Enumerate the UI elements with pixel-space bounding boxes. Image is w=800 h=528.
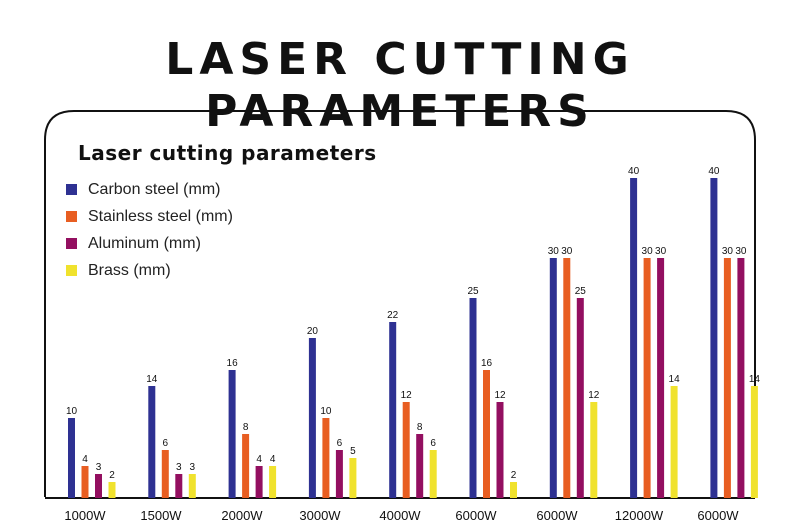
category-label: 1500W — [140, 508, 182, 523]
bar — [349, 458, 357, 498]
data-label: 30 — [561, 246, 573, 257]
data-label: 16 — [481, 358, 493, 369]
legend-label: Stainless steel (mm) — [88, 207, 233, 225]
data-label: 6 — [430, 438, 436, 449]
data-label: 12 — [588, 390, 600, 401]
data-label: 8 — [417, 422, 423, 433]
legend: Carbon steel (mm) Stainless steel (mm) A… — [66, 176, 233, 284]
data-label: 12 — [494, 390, 506, 401]
legend-label: Aluminum (mm) — [88, 234, 201, 252]
legend-swatch — [66, 238, 77, 249]
bar — [549, 258, 557, 498]
data-label: 3 — [96, 462, 102, 473]
data-label: 40 — [708, 166, 720, 177]
data-label: 14 — [749, 374, 761, 385]
bar — [710, 178, 718, 498]
bar — [643, 258, 651, 498]
bar — [335, 450, 343, 498]
data-label: 30 — [722, 246, 734, 257]
data-label: 14 — [669, 374, 681, 385]
bar — [108, 482, 116, 498]
data-label: 3 — [190, 462, 196, 473]
legend-item-aluminum: Aluminum (mm) — [66, 230, 233, 257]
legend-swatch — [66, 265, 77, 276]
data-label: 4 — [82, 454, 88, 465]
data-label: 6 — [337, 438, 343, 449]
legend-swatch — [66, 184, 77, 195]
category-label: 6000W — [536, 508, 578, 523]
category-label: 1000W — [64, 508, 106, 523]
bar — [402, 402, 410, 498]
bar — [429, 450, 437, 498]
bar — [496, 402, 504, 498]
category-label: 4000W — [379, 508, 421, 523]
bar — [630, 178, 638, 498]
legend-item-carbon-steel: Carbon steel (mm) — [66, 176, 233, 203]
bar — [95, 474, 102, 498]
data-label: 20 — [307, 326, 319, 337]
bar — [228, 370, 236, 498]
data-label: 2 — [109, 470, 115, 481]
legend-label: Carbon steel (mm) — [88, 180, 221, 198]
legend-swatch — [66, 211, 77, 222]
data-label: 8 — [243, 422, 249, 433]
bar — [510, 482, 517, 498]
data-label: 25 — [575, 286, 587, 297]
bar — [161, 450, 169, 498]
bar — [68, 418, 75, 498]
legend-item-brass: Brass (mm) — [66, 257, 233, 284]
legend-label: Brass (mm) — [88, 261, 171, 279]
bar — [590, 402, 598, 498]
bar — [308, 338, 316, 498]
bar — [188, 474, 196, 498]
category-label: 6000W — [455, 508, 497, 523]
data-label: 10 — [320, 406, 332, 417]
bar — [81, 466, 89, 498]
data-label: 30 — [735, 246, 747, 257]
data-label: 6 — [163, 438, 169, 449]
bar — [563, 258, 571, 498]
data-label: 3 — [176, 462, 182, 473]
category-label: 3000W — [299, 508, 341, 523]
data-label: 22 — [387, 310, 399, 321]
data-label: 40 — [628, 166, 640, 177]
legend-item-stainless-steel: Stainless steel (mm) — [66, 203, 233, 230]
data-label: 12 — [401, 390, 413, 401]
bar — [416, 434, 424, 498]
data-label: 30 — [642, 246, 654, 257]
chart-title: Laser cutting parameters — [78, 141, 377, 165]
data-label: 4 — [270, 454, 276, 465]
data-label: 30 — [655, 246, 667, 257]
data-label: 14 — [146, 374, 158, 385]
category-label: 12000W — [615, 508, 664, 523]
bar — [670, 386, 678, 498]
bar — [657, 258, 665, 498]
bar — [148, 386, 156, 498]
bar — [737, 258, 745, 498]
data-label: 10 — [66, 406, 78, 417]
data-label: 5 — [350, 446, 356, 457]
bar — [322, 418, 330, 498]
bar — [723, 258, 731, 498]
category-label: 6000W — [697, 508, 739, 523]
bar — [483, 370, 490, 498]
data-label: 25 — [467, 286, 479, 297]
chart-frame — [44, 110, 756, 497]
data-label: 30 — [548, 246, 560, 257]
bar — [469, 298, 477, 498]
bar — [750, 386, 758, 498]
bar — [255, 466, 263, 498]
bar — [242, 434, 250, 498]
data-label: 16 — [227, 358, 239, 369]
bar — [389, 322, 397, 498]
data-label: 2 — [511, 470, 517, 481]
data-label: 4 — [256, 454, 262, 465]
category-label: 2000W — [221, 508, 263, 523]
bar — [175, 474, 183, 498]
bar — [576, 298, 584, 498]
bar — [269, 466, 277, 498]
